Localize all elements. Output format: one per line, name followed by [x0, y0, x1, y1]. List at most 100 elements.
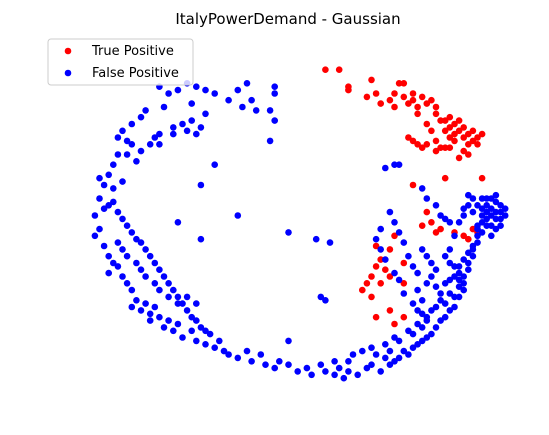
point-false-positive-38	[100, 242, 108, 250]
point-false-positive-188	[151, 259, 159, 267]
point-false-positive-141	[446, 307, 454, 314]
point-false-positive-149	[409, 344, 417, 352]
point-false-positive-135	[446, 259, 454, 267]
point-false-positive-153	[391, 358, 398, 365]
point-false-positive-61	[202, 341, 209, 348]
point-false-positive-228	[423, 195, 431, 202]
point-false-positive-23	[137, 147, 145, 155]
point-true-positive-71	[465, 235, 472, 243]
point-false-positive-181	[119, 215, 126, 223]
point-false-positive-144	[432, 324, 440, 331]
point-true-positive-49	[465, 151, 472, 158]
point-true-positive-0	[322, 66, 329, 73]
point-false-positive-195	[183, 307, 191, 314]
point-false-positive-217	[234, 212, 242, 219]
point-false-positive-122	[492, 208, 500, 216]
point-true-positive-10	[391, 103, 398, 111]
point-true-positive-56	[423, 141, 431, 148]
point-false-positive-5	[271, 83, 279, 90]
point-false-positive-66	[225, 351, 232, 358]
point-false-positive-8	[271, 117, 279, 124]
point-false-positive-80	[331, 358, 338, 365]
point-true-positive-29	[441, 127, 449, 135]
point-false-positive-218	[285, 229, 292, 236]
point-false-positive-72	[271, 364, 279, 372]
point-false-positive-283	[501, 205, 509, 212]
point-false-positive-24	[128, 141, 136, 148]
point-false-positive-260	[437, 290, 444, 297]
point-false-positive-281	[492, 225, 500, 233]
point-false-positive-31	[110, 185, 117, 192]
point-false-positive-274	[488, 195, 495, 202]
point-false-positive-98	[437, 297, 444, 304]
point-true-positive-64	[428, 219, 435, 226]
point-false-positive-48	[137, 307, 145, 314]
point-false-positive-176	[123, 137, 131, 145]
point-true-positive-46	[478, 130, 486, 138]
point-false-positive-20	[156, 141, 163, 148]
point-false-positive-242	[391, 219, 398, 226]
point-true-positive-27	[437, 117, 444, 124]
legend-label-false-positive: False Positive	[92, 66, 179, 81]
point-false-positive-88	[386, 347, 394, 355]
legend-frame	[47, 38, 194, 86]
point-true-positive-8	[386, 96, 394, 104]
point-false-positive-14	[183, 127, 191, 135]
point-false-positive-171	[142, 107, 149, 114]
point-false-positive-229	[432, 202, 440, 209]
point-true-positive-81	[377, 280, 385, 287]
point-false-positive-119	[488, 222, 495, 229]
point-false-positive-136	[451, 263, 458, 270]
point-false-positive-77	[308, 371, 315, 379]
point-false-positive-47	[128, 303, 136, 311]
legend-label-true-positive: True Positive	[91, 44, 174, 59]
point-false-positive-219	[312, 235, 320, 243]
point-false-positive-142	[441, 313, 449, 321]
point-false-positive-264	[455, 276, 463, 284]
point-false-positive-86	[372, 351, 380, 358]
point-false-positive-262	[446, 276, 454, 284]
point-false-positive-190	[160, 273, 168, 280]
point-true-positive-77	[382, 266, 389, 274]
point-false-positive-192	[170, 286, 177, 294]
point-false-positive-37	[91, 232, 99, 240]
point-true-positive-43	[469, 137, 477, 145]
point-false-positive-197	[193, 317, 200, 324]
point-false-positive-211	[193, 300, 200, 307]
point-true-positive-19	[418, 93, 426, 101]
point-false-positive-241	[395, 229, 403, 236]
point-false-positive-203	[133, 259, 140, 267]
point-false-positive-247	[382, 256, 389, 263]
point-false-positive-134	[441, 252, 449, 260]
point-true-positive-53	[409, 137, 417, 145]
point-true-positive-76	[372, 263, 380, 270]
point-false-positive-79	[322, 368, 329, 375]
point-false-positive-210	[183, 293, 191, 301]
point-false-positive-235	[428, 259, 435, 267]
point-false-positive-63	[211, 344, 218, 352]
point-false-positive-112	[478, 219, 486, 226]
point-false-positive-22	[146, 141, 154, 148]
point-false-positive-56	[165, 317, 172, 324]
point-false-positive-165	[174, 86, 182, 94]
point-true-positive-61	[409, 181, 417, 189]
point-false-positive-231	[441, 215, 449, 223]
point-false-positive-71	[262, 361, 269, 369]
point-true-positive-83	[368, 293, 375, 301]
point-false-positive-18	[170, 130, 177, 138]
point-false-positive-45	[128, 286, 136, 294]
point-false-positive-117	[483, 215, 491, 223]
point-false-positive-187	[146, 252, 154, 260]
point-true-positive-11	[395, 80, 403, 87]
point-false-positive-27	[114, 151, 122, 158]
point-false-positive-185	[137, 239, 145, 246]
point-true-positive-58	[437, 144, 444, 151]
point-false-positive-10	[188, 100, 195, 107]
point-true-positive-75	[377, 256, 385, 263]
point-false-positive-17	[170, 124, 177, 131]
point-false-positive-70	[257, 351, 265, 358]
point-true-positive-3	[345, 86, 352, 94]
point-true-positive-66	[437, 225, 444, 233]
point-false-positive-49	[142, 300, 149, 307]
point-false-positive-1	[234, 86, 242, 94]
